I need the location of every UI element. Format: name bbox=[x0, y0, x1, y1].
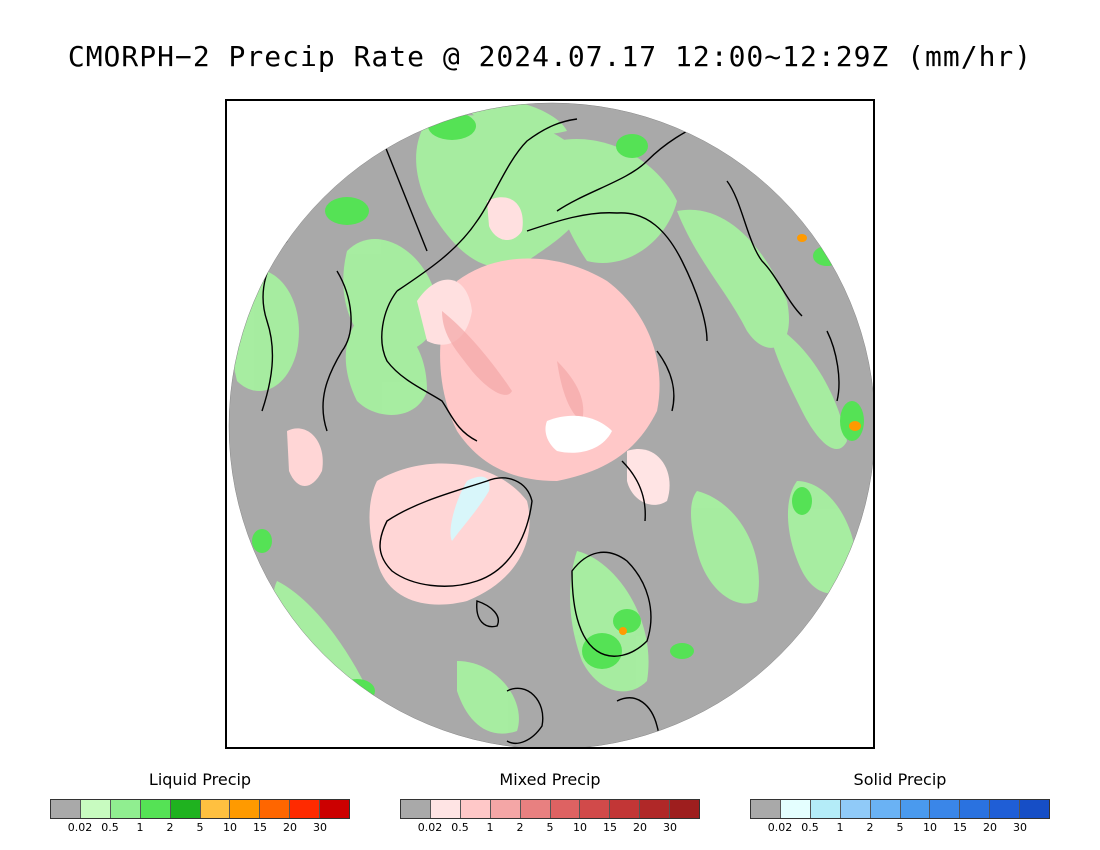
legend-tick-label: 30 bbox=[663, 821, 677, 834]
legend-swatch bbox=[870, 800, 901, 818]
legend-tick-label: 5 bbox=[196, 821, 204, 834]
legend-tick-label: 15 bbox=[253, 821, 267, 834]
legend-swatch bbox=[751, 800, 781, 818]
legend-tick-label: 2 bbox=[866, 821, 874, 834]
legend-tick-label: 2 bbox=[516, 821, 524, 834]
coastlines bbox=[261, 103, 858, 747]
legend-colorbar bbox=[50, 799, 350, 819]
legend-tick-label: 1 bbox=[486, 821, 494, 834]
legend-title: Liquid Precip bbox=[148, 770, 252, 789]
legend-tick-label: 15 bbox=[953, 821, 967, 834]
legend-tick-label: 15 bbox=[603, 821, 617, 834]
legend-swatch bbox=[670, 800, 700, 818]
legend-swatch bbox=[840, 800, 871, 818]
legend-tick-label: 0.5 bbox=[801, 821, 819, 834]
legend-swatch bbox=[230, 800, 261, 818]
legend-swatch bbox=[930, 800, 961, 818]
legend-colorbar bbox=[750, 799, 1050, 819]
map-title: CMORPH−2 Precip Rate @ 2024.07.17 12:00~… bbox=[67, 40, 1033, 73]
legend-swatch bbox=[140, 800, 171, 818]
legend-swatch bbox=[990, 800, 1021, 818]
legend-swatch bbox=[610, 800, 641, 818]
legend-tick-label: 5 bbox=[546, 821, 554, 834]
legend-swatch bbox=[550, 800, 581, 818]
legend-swatch bbox=[200, 800, 231, 818]
legend-tick-label: 0.5 bbox=[101, 821, 119, 834]
legend-tick-label: 0.02 bbox=[767, 821, 793, 834]
legend-tick-label: 20 bbox=[983, 821, 997, 834]
legend-solid: Solid Precip 0.02 0.5 1 2 5 10 15 20 30 bbox=[750, 770, 1050, 834]
legend-swatch bbox=[640, 800, 671, 818]
legend-swatch bbox=[290, 800, 321, 818]
legend-swatch bbox=[490, 800, 521, 818]
legend-swatch bbox=[320, 800, 350, 818]
legend-tick-label: 10 bbox=[573, 821, 587, 834]
legend-ticks: 0.02 0.5 1 2 5 10 15 20 30 bbox=[50, 819, 350, 834]
legend-tick-label: 0.02 bbox=[67, 821, 93, 834]
map-frame bbox=[225, 99, 875, 749]
legend-swatch bbox=[780, 800, 811, 818]
legend-tick-label: 20 bbox=[633, 821, 647, 834]
legend-tick-label: 1 bbox=[136, 821, 144, 834]
solid-precip-area bbox=[450, 476, 490, 541]
legend-swatch bbox=[960, 800, 991, 818]
legend-swatch bbox=[580, 800, 611, 818]
legend-swatch bbox=[51, 800, 81, 818]
legend-tick-label: 10 bbox=[223, 821, 237, 834]
legend-tick-label: 0.5 bbox=[451, 821, 469, 834]
legend-ticks: 0.02 0.5 1 2 5 10 15 20 30 bbox=[400, 819, 700, 834]
legend-tick-label: 5 bbox=[896, 821, 904, 834]
legend-swatch bbox=[1020, 800, 1050, 818]
legend-tick-label: 10 bbox=[923, 821, 937, 834]
legend-tick-label: 1 bbox=[836, 821, 844, 834]
map-disc-edge bbox=[228, 102, 873, 747]
legend-ticks: 0.02 0.5 1 2 5 10 15 20 30 bbox=[750, 819, 1050, 834]
legend-title: Mixed Precip bbox=[499, 770, 601, 789]
polar-map bbox=[228, 102, 873, 747]
legend-swatch bbox=[110, 800, 141, 818]
legend-tick-label: 2 bbox=[166, 821, 174, 834]
mixed-precip-areas bbox=[287, 197, 670, 605]
legend-swatch bbox=[430, 800, 461, 818]
legend-swatch bbox=[900, 800, 931, 818]
legend-swatch bbox=[80, 800, 111, 818]
legend-tick-label: 30 bbox=[313, 821, 327, 834]
legend-tick-label: 20 bbox=[283, 821, 297, 834]
legend-mixed: Mixed Precip 0.02 0.5 1 2 5 10 15 20 30 bbox=[400, 770, 700, 834]
legend-tick-label: 30 bbox=[1013, 821, 1027, 834]
liquid-precip-heavy-cells bbox=[619, 234, 861, 635]
legend-swatch bbox=[810, 800, 841, 818]
legend-liquid: Liquid Precip 0.02 0.5 1 2 5 10 15 20 30 bbox=[50, 770, 350, 834]
legend-swatch bbox=[460, 800, 491, 818]
legend-tick-label: 0.02 bbox=[417, 821, 443, 834]
legend-swatch bbox=[520, 800, 551, 818]
legend-swatch bbox=[260, 800, 291, 818]
legend-title: Solid Precip bbox=[853, 770, 947, 789]
legend-swatch bbox=[170, 800, 201, 818]
legend-swatch bbox=[401, 800, 431, 818]
legend-colorbar bbox=[400, 799, 700, 819]
